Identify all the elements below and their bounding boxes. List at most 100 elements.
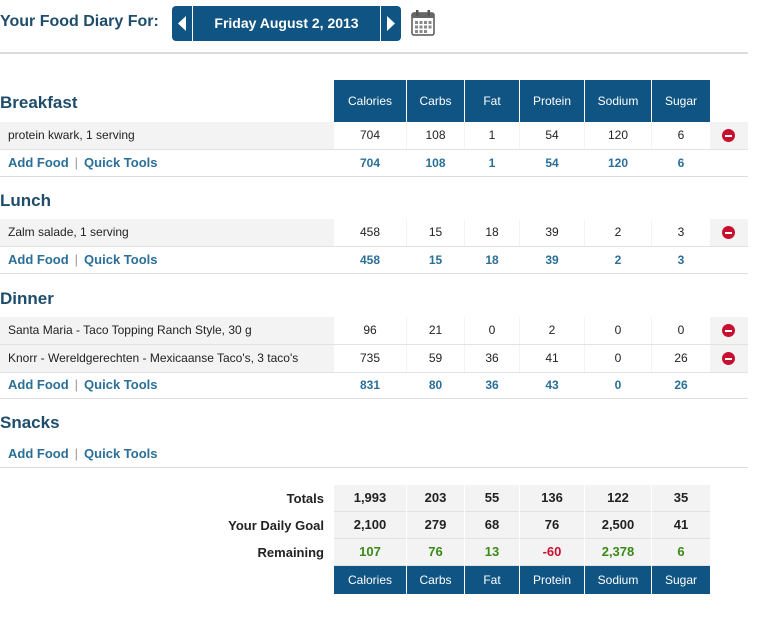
food-sugar: 0 xyxy=(652,317,710,344)
goal-carbs: 279 xyxy=(407,512,464,539)
meal-total-calories: 831 xyxy=(359,378,381,392)
remove-circle-icon[interactable] xyxy=(722,324,735,337)
food-name[interactable]: protein kwark, 1 serving xyxy=(8,128,135,142)
meal-total-sugar: 3 xyxy=(677,253,685,267)
meal-summary-row: Add Food | Quick Tools 831 80 36 43 0 26 xyxy=(0,372,748,399)
add-food-link[interactable]: Add Food xyxy=(8,155,69,170)
food-fat: 36 xyxy=(465,345,519,372)
food-calories: 735 xyxy=(334,345,406,372)
totals-fat: 55 xyxy=(465,485,519,512)
food-name[interactable]: Knorr - Wereldgerechten - Mexicaanse Tac… xyxy=(8,351,299,365)
goal-protein: 76 xyxy=(520,512,584,539)
header-sugar: Sugar xyxy=(652,80,710,122)
meal-total-protein: 39 xyxy=(545,253,559,267)
goal-sodium: 2,500 xyxy=(585,512,651,539)
calendar-button[interactable] xyxy=(411,10,435,36)
remaining-label: Remaining xyxy=(257,545,324,560)
food-name[interactable]: Zalm salade, 1 serving xyxy=(8,225,129,239)
totals-row: Totals 1,993 203 55 136 122 35 xyxy=(0,485,748,512)
quick-tools-link[interactable]: Quick Tools xyxy=(84,377,158,392)
remove-circle-icon[interactable] xyxy=(722,226,735,239)
food-protein: 39 xyxy=(520,219,584,246)
meal-total-sodium: 0 xyxy=(614,378,622,392)
food-carbs: 21 xyxy=(407,317,464,344)
footer-calories: Calories xyxy=(334,566,406,594)
header-calories: Calories xyxy=(334,80,406,122)
meal-summary-row: Add Food | Quick Tools 458 15 18 39 2 3 xyxy=(0,247,748,274)
meal-total-protein: 54 xyxy=(545,156,559,170)
totals-sodium: 122 xyxy=(585,485,651,512)
meal-total-sodium: 120 xyxy=(607,156,629,170)
header-sodium: Sodium xyxy=(585,80,651,122)
totals-protein: 136 xyxy=(520,485,584,512)
date-navigator: Friday August 2, 2013 xyxy=(172,6,401,41)
remaining-protein: -60 xyxy=(520,539,584,566)
food-name[interactable]: Santa Maria - Taco Topping Ranch Style, … xyxy=(8,323,252,337)
food-fat: 1 xyxy=(465,122,519,149)
remove-circle-icon[interactable] xyxy=(722,129,735,142)
header-divider xyxy=(0,52,748,54)
next-day-button[interactable] xyxy=(380,6,401,41)
daily-goal-label: Your Daily Goal xyxy=(228,518,324,533)
add-food-link[interactable]: Add Food xyxy=(8,252,69,267)
food-sodium: 120 xyxy=(585,122,651,149)
header-protein: Protein xyxy=(520,80,584,122)
meal-title-lunch: Lunch xyxy=(0,191,51,210)
food-sugar: 26 xyxy=(652,345,710,372)
footer-protein: Protein xyxy=(520,566,584,594)
food-calories: 96 xyxy=(334,317,406,344)
food-fat: 0 xyxy=(465,317,519,344)
meal-summary-row: Add Food | Quick Tools 704 108 1 54 120 6 xyxy=(0,150,748,177)
remaining-carbs: 76 xyxy=(407,539,464,566)
quick-tools-link[interactable]: Quick Tools xyxy=(84,252,158,267)
add-food-link[interactable]: Add Food xyxy=(8,377,69,392)
food-protein: 2 xyxy=(520,317,584,344)
previous-day-button[interactable] xyxy=(172,6,193,41)
footer-fat: Fat xyxy=(465,566,519,594)
food-fat: 18 xyxy=(465,219,519,246)
link-separator: | xyxy=(74,446,79,461)
remaining-sugar: 6 xyxy=(652,539,710,566)
header-fat: Fat xyxy=(465,80,519,122)
meal-summary-row: Add Food | Quick Tools xyxy=(0,441,748,468)
food-carbs: 15 xyxy=(407,219,464,246)
goal-fat: 68 xyxy=(465,512,519,539)
meal-title-snacks: Snacks xyxy=(0,413,60,432)
food-protein: 41 xyxy=(520,345,584,372)
meal-total-carbs: 15 xyxy=(428,253,443,267)
food-row: Santa Maria - Taco Topping Ranch Style, … xyxy=(0,317,748,345)
link-separator: | xyxy=(74,155,79,170)
add-food-link[interactable]: Add Food xyxy=(8,446,69,461)
food-row: protein kwark, 1 serving 704 108 1 54 12… xyxy=(0,122,748,150)
meal-title-dinner: Dinner xyxy=(0,289,54,308)
totals-sugar: 35 xyxy=(652,485,710,512)
meal-total-fat: 1 xyxy=(488,156,496,170)
food-carbs: 59 xyxy=(407,345,464,372)
food-row: Zalm salade, 1 serving 458 15 18 39 2 3 xyxy=(0,219,748,247)
quick-tools-link[interactable]: Quick Tools xyxy=(84,155,158,170)
page-title: Your Food Diary For: xyxy=(0,13,159,30)
remaining-sodium: 2,378 xyxy=(585,539,651,566)
food-sugar: 3 xyxy=(652,219,710,246)
meal-total-fat: 18 xyxy=(485,253,499,267)
goal-sugar: 41 xyxy=(652,512,710,539)
totals-label: Totals xyxy=(286,491,324,506)
food-calories: 458 xyxy=(334,219,406,246)
food-calories: 704 xyxy=(334,122,406,149)
meal-total-sugar: 6 xyxy=(677,156,685,170)
header-carbs: Carbs xyxy=(407,80,464,122)
food-sugar: 6 xyxy=(652,122,710,149)
daily-goal-row: Your Daily Goal 2,100 279 68 76 2,500 41 xyxy=(0,512,748,539)
current-date: Friday August 2, 2013 xyxy=(214,15,359,31)
calendar-icon xyxy=(411,10,435,36)
meal-total-carbs: 108 xyxy=(425,156,446,170)
meal-title-breakfast: Breakfast xyxy=(0,93,78,112)
food-row: Knorr - Wereldgerechten - Mexicaanse Tac… xyxy=(0,345,748,373)
totals-carbs: 203 xyxy=(407,485,464,512)
quick-tools-link[interactable]: Quick Tools xyxy=(84,446,158,461)
remove-circle-icon[interactable] xyxy=(722,352,735,365)
link-separator: | xyxy=(74,377,79,392)
meal-total-fat: 36 xyxy=(485,378,499,392)
food-sodium: 0 xyxy=(585,317,651,344)
meal-total-calories: 704 xyxy=(359,156,381,170)
